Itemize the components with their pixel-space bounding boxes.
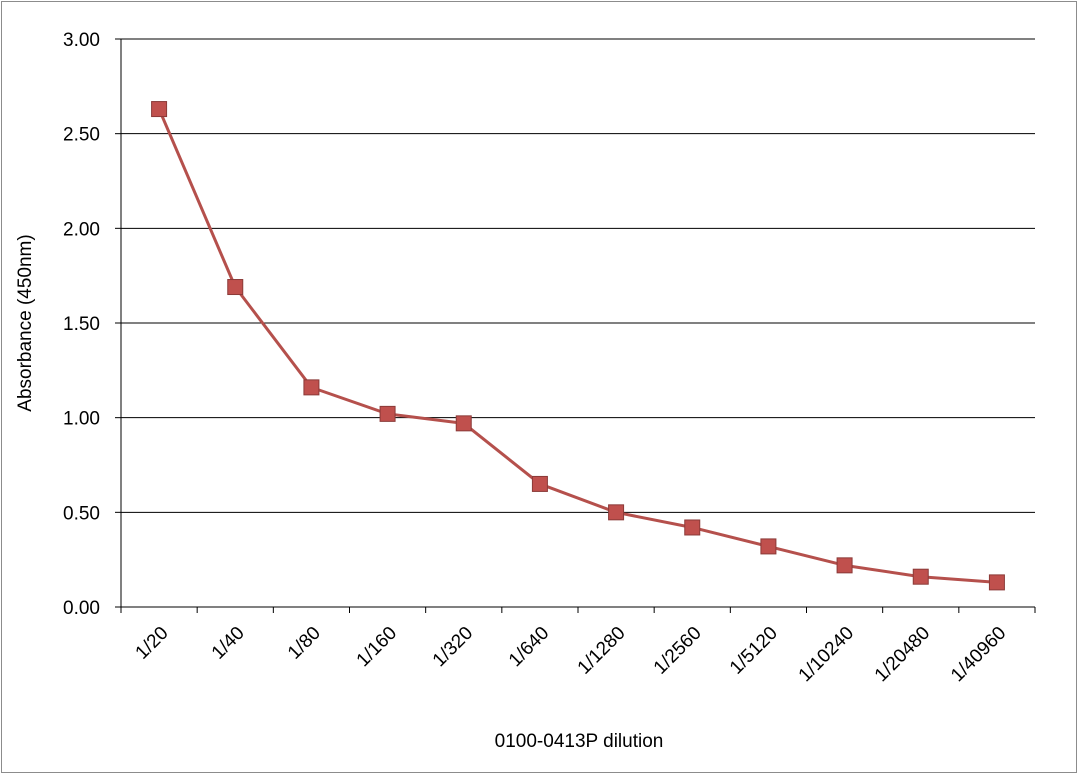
x-tick-label: 1/5120: [726, 623, 782, 679]
y-tick-label: 1.50: [63, 314, 100, 335]
y-tick-label: 3.00: [63, 30, 100, 51]
x-tick-label: 1/160: [353, 623, 401, 671]
data-point-marker: [455, 415, 472, 432]
data-point-marker: [836, 557, 853, 574]
x-tick-label: 1/640: [505, 623, 553, 671]
y-tick-label: 2.50: [63, 125, 100, 146]
y-tick-label: 2.00: [63, 219, 100, 240]
y-tick-labels: 0.00 0.50 1.00 1.50 2.00 2.50 3.00: [63, 30, 100, 619]
x-tick-label: 1/2560: [650, 623, 706, 679]
x-axis-title: 0100-0413P dilution: [495, 731, 664, 752]
x-tick-label: 1/10240: [795, 623, 858, 686]
data-point-marker: [988, 574, 1005, 591]
data-point-marker: [531, 475, 548, 492]
y-axis-title: Absorbance (450nm): [15, 234, 36, 411]
data-point-marker: [379, 405, 396, 422]
x-tick-labels: 1/20 1/40 1/80 1/160 1/320 1/640 1/1280 1/2560 1…: [132, 623, 1011, 686]
x-tick-label: 1/1280: [574, 623, 630, 679]
data-point-marker: [151, 101, 168, 118]
x-tick-label: 1/80: [284, 623, 325, 664]
data-point-marker: [684, 519, 701, 536]
data-point-marker: [760, 538, 777, 555]
axes: [115, 38, 1036, 613]
gridlines: [121, 38, 1035, 513]
y-tick-label: 1.00: [63, 409, 100, 430]
x-tick-label: 1/20: [132, 623, 173, 664]
data-point-marker: [608, 504, 625, 521]
series-line: [157, 108, 998, 584]
y-tick-label: 0.00: [63, 598, 100, 619]
data-point-marker: [227, 279, 244, 296]
series-layer: [151, 101, 1005, 591]
x-tick-label: 1/40960: [947, 623, 1010, 686]
data-point-marker: [303, 379, 320, 396]
x-tick-label: 1/20480: [871, 623, 934, 686]
data-point-marker: [912, 568, 929, 585]
x-tick-label: 1/40: [208, 623, 249, 664]
y-tick-label: 0.50: [63, 503, 100, 524]
x-tick-label: 1/320: [429, 623, 477, 671]
